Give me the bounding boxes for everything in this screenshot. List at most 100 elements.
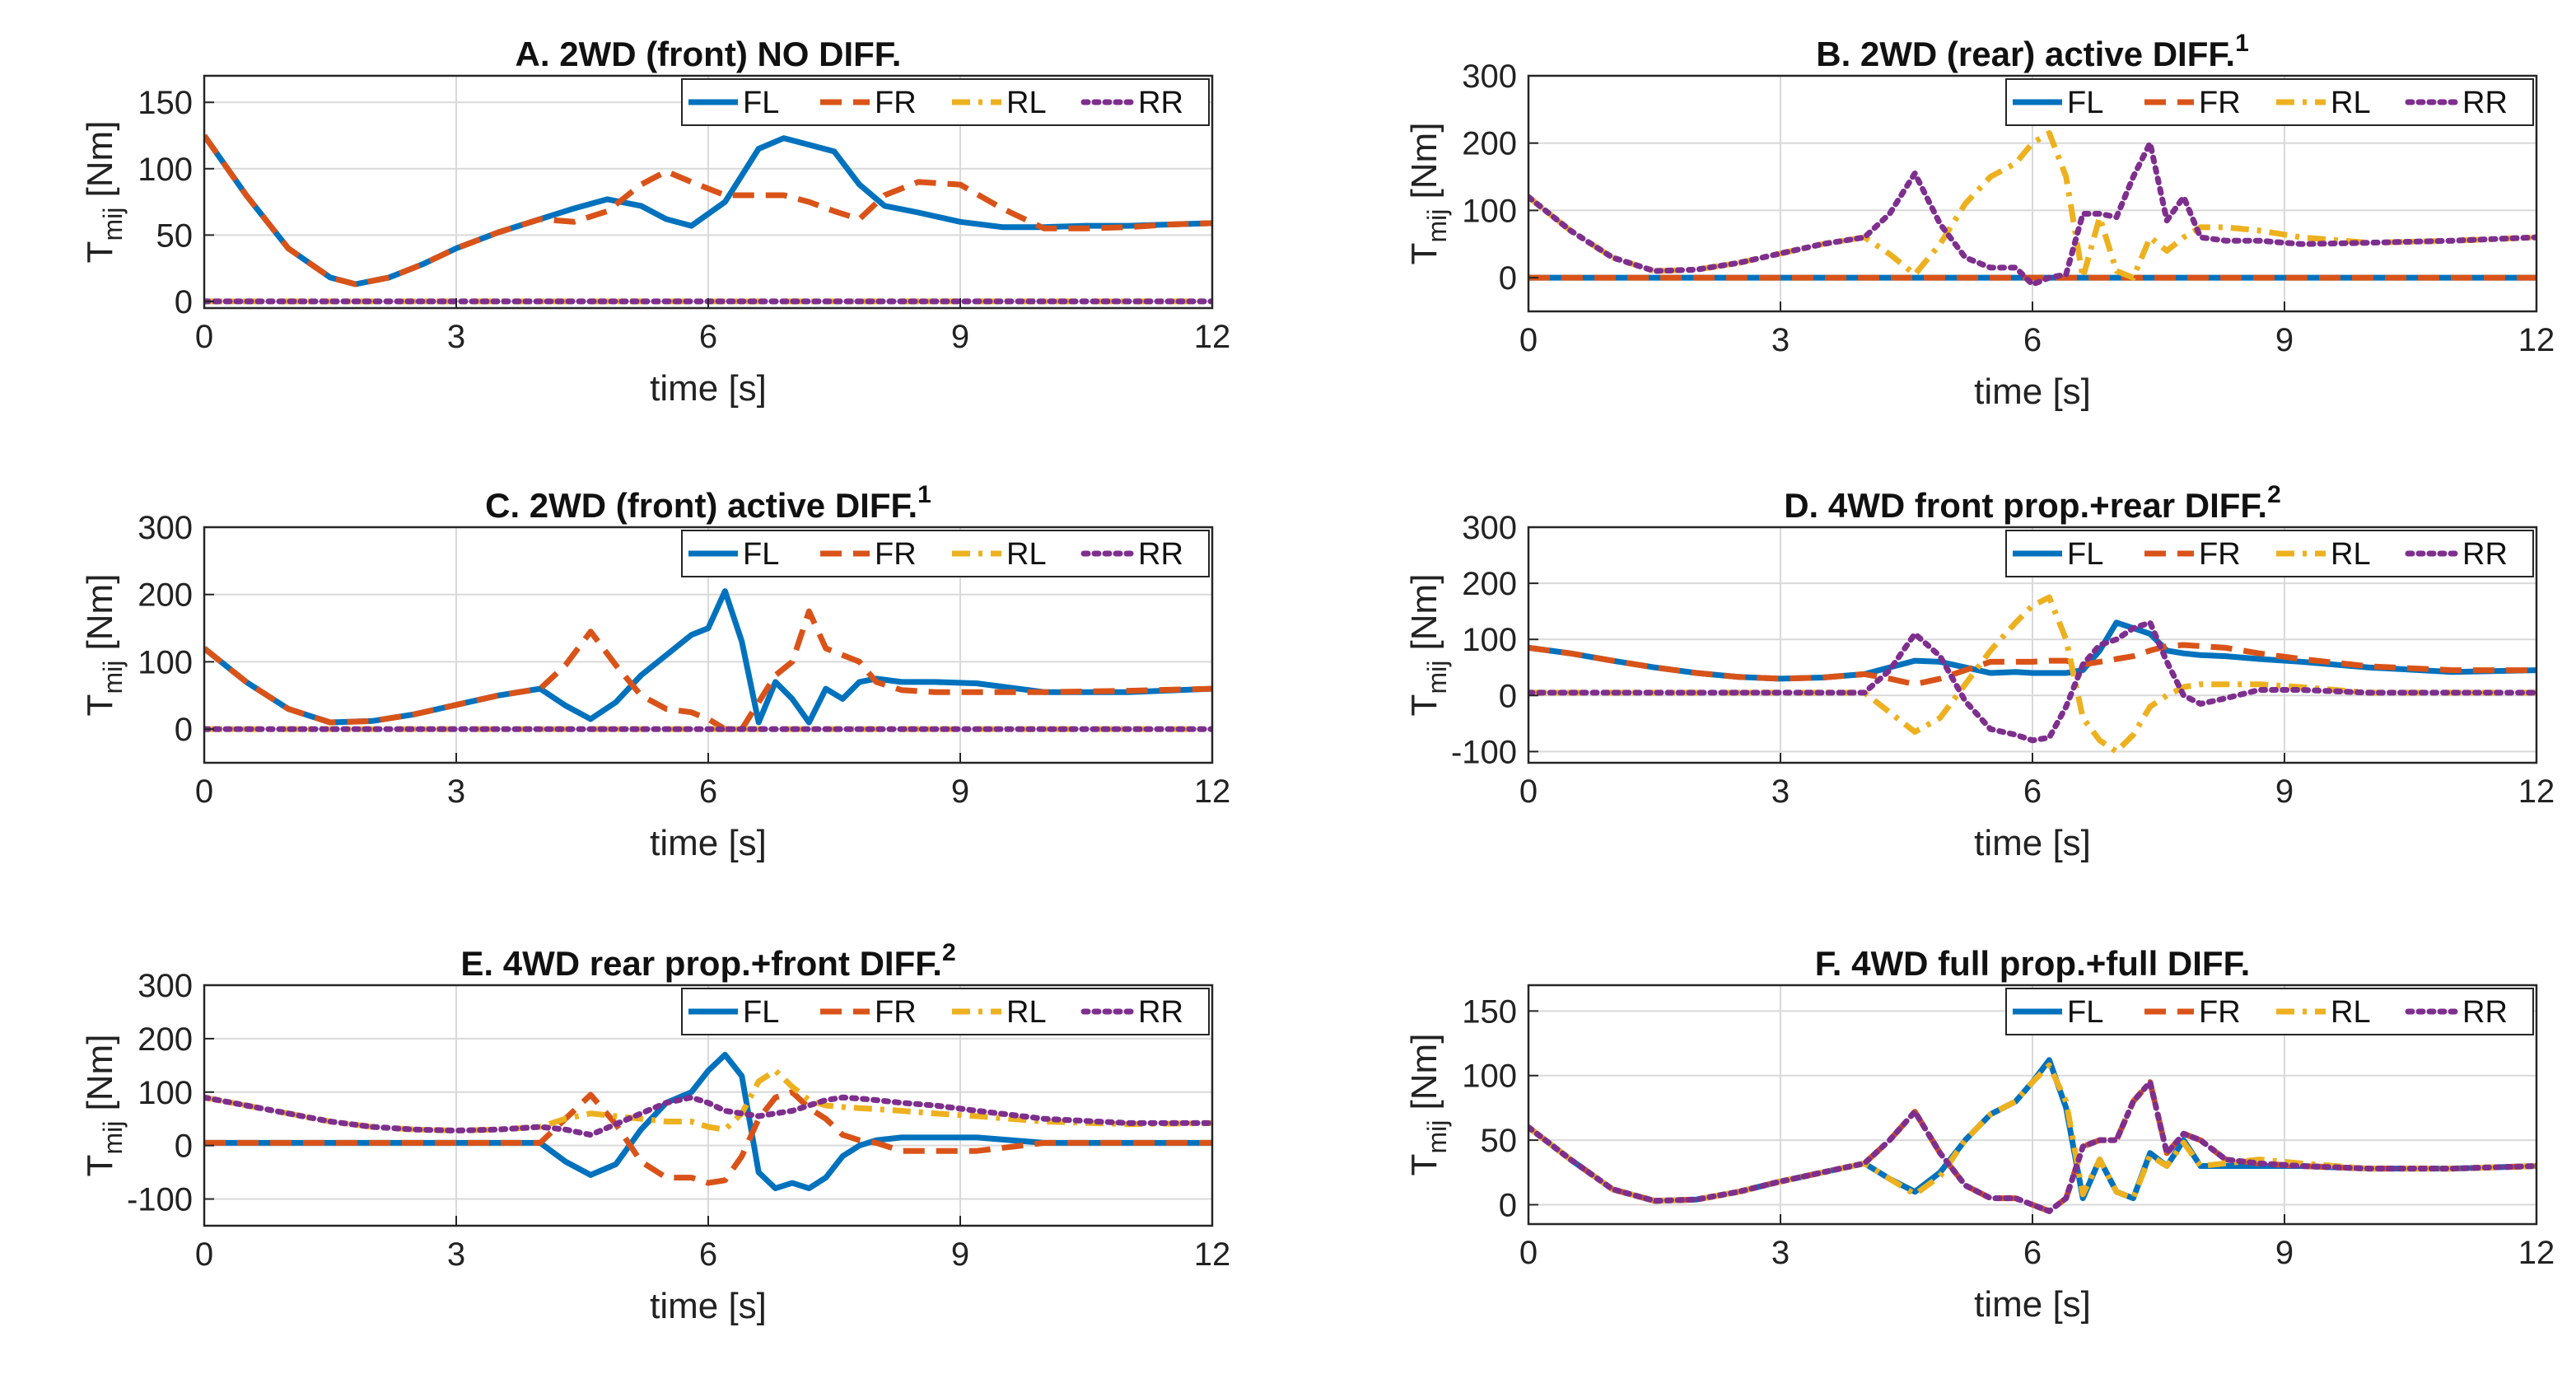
chart-b-legend-label-fr: FR bbox=[2199, 86, 2241, 120]
chart-e-title-superscript: 2 bbox=[942, 939, 956, 966]
chart-c-legend-label-fr: FR bbox=[875, 537, 917, 572]
chart-a-legend-label-fr: FR bbox=[875, 86, 917, 120]
chart-b-xtick-label-2: 6 bbox=[2023, 322, 2042, 358]
chart-e-series-rr bbox=[204, 1094, 1212, 1138]
chart-e-xtick-label-3: 9 bbox=[951, 1236, 969, 1273]
chart-a-ytick-label-2: 100 bbox=[138, 152, 193, 188]
chart-f-ylabel: Tmij [Nm] bbox=[1404, 1034, 1452, 1176]
chart-f-ytick-label-1: 50 bbox=[1481, 1123, 1518, 1159]
chart-a-ytick-label-0: 0 bbox=[175, 284, 193, 320]
chart-b-xlabel: time [s] bbox=[1974, 372, 2091, 412]
chart-a-legend-label-rl: RL bbox=[1006, 86, 1047, 120]
chart-a-ylabel: Tmij [Nm] bbox=[80, 121, 128, 264]
chart-c-series bbox=[204, 588, 1212, 732]
chart-c-ylabel: Tmij [Nm] bbox=[80, 574, 128, 717]
chart-d-xtick-label-1: 3 bbox=[1771, 773, 1790, 810]
chart-d-ytick-label-2: 100 bbox=[1462, 622, 1517, 658]
chart-f-xtick-label-3: 9 bbox=[2275, 1235, 2294, 1271]
chart-f-xtick-label-4: 12 bbox=[2518, 1235, 2555, 1271]
chart-a-xtick-label-1: 3 bbox=[447, 319, 465, 355]
chart-f-xtick-label-1: 3 bbox=[1771, 1235, 1790, 1271]
chart-c-legend: FL FR RL RR bbox=[681, 530, 1210, 577]
chart-e-xtick-label-0: 0 bbox=[195, 1236, 213, 1273]
chart-a-xlabel: time [s] bbox=[650, 368, 767, 409]
chart-c-ytick-label-2: 200 bbox=[138, 577, 193, 614]
chart-e-ytick-label-0: -100 bbox=[127, 1182, 193, 1218]
chart-f-xtick-label-2: 6 bbox=[2023, 1235, 2042, 1271]
chart-a-xtick-label-0: 0 bbox=[195, 319, 213, 355]
chart-e-series-rl bbox=[204, 1068, 1212, 1133]
chart-c-legend-label-rr: RR bbox=[1138, 537, 1183, 572]
chart-b-ytick-label-1: 100 bbox=[1462, 193, 1517, 229]
chart-d-xtick-label-4: 12 bbox=[2518, 773, 2555, 810]
chart-b-ytick-label-0: 0 bbox=[1499, 260, 1517, 297]
chart-c-xtick-label-1: 3 bbox=[447, 773, 465, 810]
chart-b-series bbox=[1528, 130, 2536, 287]
chart-a-ytick-label-3: 150 bbox=[138, 85, 193, 121]
chart-f: 0 3 6 9 12 0 50 100 150 F. 4WD full prop.+full DI… bbox=[1404, 944, 2555, 1325]
chart-e-legend: FL FR RL RR bbox=[681, 988, 1210, 1035]
chart-b-xtick-label-0: 0 bbox=[1519, 322, 1538, 358]
chart-a-legend-label-rr: RR bbox=[1138, 86, 1183, 120]
chart-b-title-superscript: 1 bbox=[2235, 30, 2249, 57]
chart-b-ytick-label-2: 200 bbox=[1462, 126, 1517, 162]
chart-e-ytick-label-4: 300 bbox=[138, 968, 193, 1004]
chart-e-xtick-label-2: 6 bbox=[699, 1236, 717, 1273]
chart-d-xtick-label-2: 6 bbox=[2023, 773, 2042, 810]
chart-e-series bbox=[204, 1051, 1212, 1192]
chart-d-series-rl bbox=[1528, 594, 2536, 755]
chart-b-xtick-label-3: 9 bbox=[2275, 322, 2294, 358]
chart-a-xtick-label-2: 6 bbox=[699, 319, 717, 355]
chart-d-series-fl bbox=[1528, 619, 2536, 682]
chart-d-title-superscript: 2 bbox=[2267, 481, 2281, 508]
chart-c-xtick-label-2: 6 bbox=[699, 773, 717, 810]
chart-a-title: A. 2WD (front) NO DIFF. bbox=[516, 35, 902, 73]
chart-d-ytick-label-1: 0 bbox=[1499, 678, 1517, 714]
chart-f-ytick-label-3: 150 bbox=[1462, 993, 1517, 1030]
chart-c-ytick-label-1: 100 bbox=[138, 644, 193, 680]
chart-b-xtick-label-4: 12 bbox=[2518, 322, 2555, 358]
chart-d-legend-label-rl: RL bbox=[2331, 537, 2371, 572]
chart-f-xtick-label-0: 0 bbox=[1519, 1235, 1538, 1271]
chart-d-xlabel: time [s] bbox=[1974, 823, 2091, 863]
chart-f-legend-label-fr: FR bbox=[2199, 995, 2241, 1030]
chart-e-title: E. 4WD rear prop.+front DIFF.2 bbox=[460, 939, 955, 983]
chart-d-series-fr bbox=[1528, 642, 2536, 688]
chart-f-legend: FL FR RL RR bbox=[2005, 988, 2534, 1035]
chart-b-legend-label-rl: RL bbox=[2331, 86, 2371, 120]
chart-e-ytick-label-2: 100 bbox=[138, 1075, 193, 1111]
chart-d-xtick-label-3: 9 bbox=[2275, 773, 2294, 810]
chart-a-legend: FL FR RL RR bbox=[681, 78, 1210, 126]
chart-c-legend-label-fl: FL bbox=[743, 537, 779, 572]
chart-d-legend: FL FR RL RR bbox=[2005, 530, 2534, 577]
chart-d-series bbox=[1528, 594, 2536, 755]
chart-f-legend-label-fl: FL bbox=[2067, 995, 2103, 1030]
chart-e-legend-label-fr: FR bbox=[875, 995, 917, 1030]
chart-e-ytick-label-1: 0 bbox=[175, 1129, 193, 1165]
chart-c-xlabel: time [s] bbox=[650, 823, 767, 863]
chart-c-xtick-label-4: 12 bbox=[1194, 773, 1231, 810]
chart-b-legend-label-rr: RR bbox=[2462, 86, 2508, 120]
chart-a-series-fr bbox=[204, 133, 1212, 287]
chart-b-title: B. 2WD (rear) active DIFF.1 bbox=[1816, 30, 2249, 73]
chart-c-xtick-label-3: 9 bbox=[951, 773, 969, 810]
chart-e-xlabel: time [s] bbox=[650, 1286, 767, 1326]
chart-e-ylabel: Tmij [Nm] bbox=[80, 1035, 128, 1177]
chart-c-title: C. 2WD (front) active DIFF.1 bbox=[485, 481, 931, 525]
chart-e-xtick-label-4: 12 bbox=[1194, 1236, 1231, 1273]
chart-d-ylabel: Tmij [Nm] bbox=[1404, 574, 1452, 717]
chart-f-title: F. 4WD full prop.+full DIFF. bbox=[1815, 944, 2250, 983]
chart-e-legend-label-rr: RR bbox=[1138, 995, 1183, 1030]
chart-f-series bbox=[1528, 1057, 2536, 1214]
chart-e-series-fr bbox=[204, 1089, 1212, 1186]
chart-b-series-rr bbox=[1528, 140, 2536, 287]
chart-f-legend-label-rl: RL bbox=[2331, 995, 2371, 1030]
chart-a-xtick-label-4: 12 bbox=[1194, 319, 1231, 355]
chart-a: 0 3 6 9 12 0 50 100 150 A. 2WD (front) NO DIFF. ti… bbox=[80, 35, 1230, 409]
chart-f-ytick-label-0: 0 bbox=[1499, 1187, 1517, 1223]
chart-c-xtick-label-0: 0 bbox=[195, 773, 213, 810]
chart-f-xlabel: time [s] bbox=[1974, 1284, 2091, 1325]
